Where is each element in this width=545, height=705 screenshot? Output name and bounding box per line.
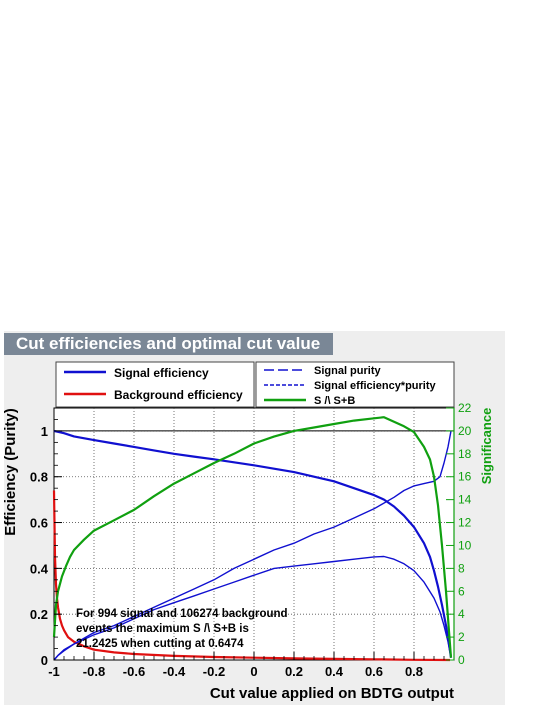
legend-label: Background efficiency [114,388,243,402]
legend-label: Signal purity [314,365,382,377]
x-tick-label: -0.6 [123,664,145,679]
annotation-line: 21.2425 when cutting at 0.6474 [76,638,244,650]
y-tick-label: 0.6 [30,516,48,531]
x-tick-label: -0.2 [203,664,225,679]
y-tick-label: 0.4 [30,561,49,576]
series-line-signal-eff-purity [53,555,452,661]
series-line-significance [52,416,453,658]
y2-tick-label: 0 [458,653,465,667]
y2-tick-label: 18 [458,447,472,461]
annotation: For 994 signal and 106274 background even… [76,608,288,650]
x-tick-label: 0 [250,664,257,679]
grid [54,408,454,660]
y-tick-label: 0 [41,653,48,668]
x-tick-label: 0.2 [285,664,303,679]
y2-tick-label: 16 [458,470,472,484]
y-tick-label: 1 [41,424,48,439]
legend-left: Signal efficiency Background efficiency [64,366,243,402]
x-tick-label: 0.4 [325,664,344,679]
series-line-signal-purity [53,430,452,661]
chart-title: Cut efficiencies and optimal cut value [4,333,333,355]
y2-tick-label: 12 [458,516,472,530]
x-tick-label: -0.4 [163,664,186,679]
legend-label: Signal efficiency*purity [314,380,437,392]
y2-tick-label: 4 [458,607,465,621]
x-axis-label: Cut value applied on BDTG output [210,685,454,702]
y-axis-label: Efficiency (Purity) [2,408,19,536]
x-tick-label: 0.8 [405,664,423,679]
x-tick-label: -0.8 [83,664,105,679]
legend-right: Signal purity Signal efficiency*purity S /… [264,365,437,407]
y2-tick-label: 6 [458,584,465,598]
x-tick-label: 0.6 [365,664,383,679]
y2-tick-label: 14 [458,493,472,507]
y2-tick-label: 20 [458,424,472,438]
y2-tick-label: 22 [458,401,472,415]
legend-box-left [55,361,255,408]
legend-label: S /\ S+B [314,395,355,407]
y2-tick-label: 10 [458,538,472,552]
annotation-line: events the maximum S /\ S+B is [76,623,249,635]
series-line-signal-efficiency [53,429,453,658]
annotation-line: For 994 signal and 106274 background [76,608,288,620]
axes: -1 -0.8 -0.6 -0.4 -0.2 0 0.2 0.4 0.6 0.8 0 0.2 0.4 0.… [30,401,472,679]
y2-tick-label: 8 [458,561,465,575]
y-tick-label: 0.8 [30,470,48,485]
y2-axis-label: Significance [479,408,494,485]
y2-tick-label: 2 [458,630,465,644]
y-tick-label: 0.2 [30,607,48,622]
x-tick-label: -1 [48,664,60,679]
legend-label: Signal efficiency [114,366,209,380]
